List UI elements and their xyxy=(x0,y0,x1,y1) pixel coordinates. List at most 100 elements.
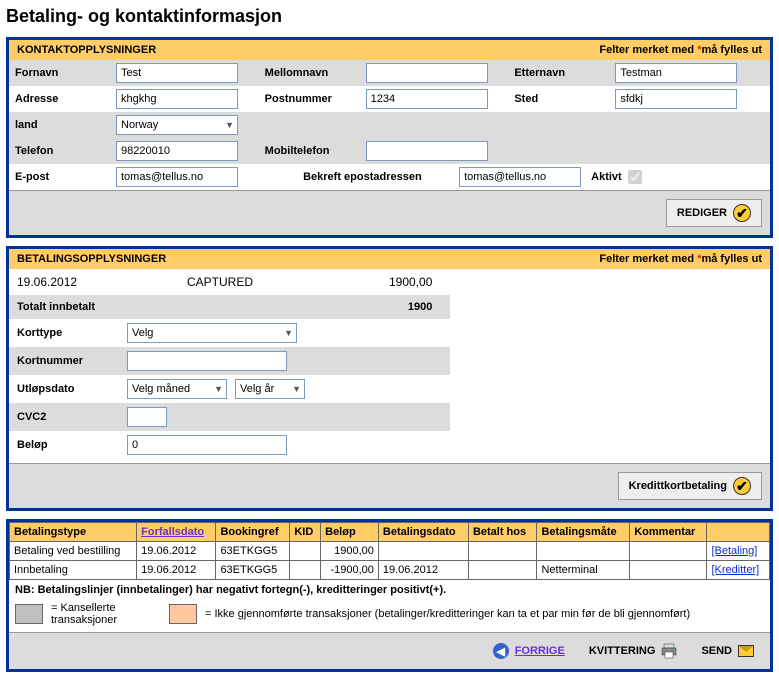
maned-select[interactable] xyxy=(127,379,227,399)
total-label: Totalt innbetalt xyxy=(17,301,342,313)
legend-orange-text: = Ikke gjennomførte transaksjoner (betal… xyxy=(205,608,764,620)
rediger-button-label: REDIGER xyxy=(677,207,727,219)
send-label: SEND xyxy=(701,645,732,657)
kredittkortbetaling-label: Kredittkortbetaling xyxy=(629,480,727,492)
mobiltelefon-input[interactable] xyxy=(366,141,488,161)
label-aktivt: Aktivt xyxy=(591,171,622,183)
row-kortnummer: Kortnummer xyxy=(9,347,450,375)
label-bekreft-epost: Bekreft epostadressen xyxy=(303,171,453,183)
payment-header-title: BETALINGSOPPLYSNINGER xyxy=(17,253,166,265)
total-value: 1900 xyxy=(342,301,442,313)
row-name: Fornavn Mellomnavn Etternavn xyxy=(9,60,770,86)
cell-betalt_hos xyxy=(468,561,537,580)
cell-betalingsmate: Netterminal xyxy=(537,561,630,580)
cell-kommentar xyxy=(630,542,707,561)
telefon-input[interactable] xyxy=(116,141,238,161)
label-telefon: Telefon xyxy=(15,145,110,157)
capture-row: 19.06.2012 CAPTURED 1900,00 xyxy=(9,269,450,295)
capture-date: 19.06.2012 xyxy=(17,275,187,289)
epost-input[interactable] xyxy=(116,167,238,187)
label-mellomnavn: Mellomnavn xyxy=(265,67,360,79)
etternavn-input[interactable] xyxy=(615,63,737,83)
cell-betalt_hos xyxy=(468,542,537,561)
label-korttype: Korttype xyxy=(17,327,127,339)
cvc2-input[interactable] xyxy=(127,407,167,427)
postnummer-input[interactable] xyxy=(366,89,488,109)
sted-input[interactable] xyxy=(615,89,737,109)
cell-kid xyxy=(290,561,321,580)
korttype-select[interactable] xyxy=(127,323,297,343)
fornavn-input[interactable] xyxy=(116,63,238,83)
check-icon: ✔ xyxy=(733,477,751,495)
total-row: Totalt innbetalt 1900 xyxy=(9,295,450,319)
cell-kid xyxy=(290,542,321,561)
cell-belop: -1900,00 xyxy=(321,561,379,580)
row-utlopsdato: Utløpsdato ▼ ▼ xyxy=(9,375,450,403)
kortnummer-input[interactable] xyxy=(127,351,287,371)
action-link[interactable]: [Kreditter] xyxy=(711,564,759,576)
contact-panel-header: KONTAKTOPPLYSNINGER Felter merket med *m… xyxy=(9,40,770,60)
contact-header-title: KONTAKTOPPLYSNINGER xyxy=(17,44,156,56)
th-betalt-hos: Betalt hos xyxy=(468,523,537,542)
payment-panel: BETALINGSOPPLYSNINGER Felter merket med … xyxy=(6,246,773,511)
swatch-gray-icon xyxy=(15,604,43,624)
capture-status: CAPTURED xyxy=(187,275,342,289)
label-etternavn: Etternavn xyxy=(514,67,609,79)
label-mobiltelefon: Mobiltelefon xyxy=(265,145,360,157)
label-land: land xyxy=(15,119,110,131)
th-betalingstype: Betalingstype xyxy=(10,523,137,542)
footer-bar: ◀ FORRIGE KVITTERING SEND xyxy=(9,632,770,669)
th-belop: Beløp xyxy=(321,523,379,542)
send-button[interactable]: SEND xyxy=(693,641,762,661)
mellomnavn-input[interactable] xyxy=(366,63,488,83)
contact-required-note: Felter merket med *må fylles ut xyxy=(599,44,762,56)
table-row: Betaling ved bestilling19.06.201263ETKGG… xyxy=(10,542,770,561)
cell-action: [Betaling] xyxy=(707,542,770,561)
label-fornavn: Fornavn xyxy=(15,67,110,79)
note-bold: NB: Betalingslinjer (innbetalinger) har … xyxy=(15,584,446,596)
cell-betalingsdato xyxy=(378,542,468,561)
adresse-input[interactable] xyxy=(116,89,238,109)
check-icon: ✔ xyxy=(733,204,751,222)
th-forfallsdato[interactable]: Forfallsdato xyxy=(137,523,216,542)
label-postnummer: Postnummer xyxy=(265,93,360,105)
th-action xyxy=(707,523,770,542)
action-link[interactable]: [Betaling] xyxy=(711,545,757,557)
th-betalingsdato: Betalingsdato xyxy=(378,523,468,542)
cell-betalingstype: Betaling ved bestilling xyxy=(10,542,137,561)
cell-betalingsdato: 19.06.2012 xyxy=(378,561,468,580)
cell-belop: 1900,00 xyxy=(321,542,379,561)
bekreft-epost-input[interactable] xyxy=(459,167,581,187)
th-kommentar: Kommentar xyxy=(630,523,707,542)
payments-table-panel: Betalingstype Forfallsdato Bookingref KI… xyxy=(6,519,773,672)
aktivt-checkbox[interactable] xyxy=(628,170,642,184)
legend-gray-text: = Kansellerte transaksjoner xyxy=(51,602,161,626)
legend-row: = Kansellerte transaksjoner = Ikke gjenn… xyxy=(9,600,770,632)
cell-bookingref: 63ETKGG5 xyxy=(216,542,290,561)
row-address: Adresse Postnummer Sted xyxy=(9,86,770,112)
payment-required-note: Felter merket med *må fylles ut xyxy=(599,253,762,265)
th-betalingsmate: Betalingsmåte xyxy=(537,523,630,542)
cell-action: [Kreditter] xyxy=(707,561,770,580)
belop-input[interactable] xyxy=(127,435,287,455)
row-phone: Telefon Mobiltelefon xyxy=(9,138,770,164)
row-belop: Beløp xyxy=(9,431,450,463)
kredittkortbetaling-button[interactable]: Kredittkortbetaling ✔ xyxy=(618,472,762,500)
label-sted: Sted xyxy=(514,93,609,105)
th-bookingref: Bookingref xyxy=(216,523,290,542)
land-select[interactable] xyxy=(116,115,238,135)
table-row: Innbetaling19.06.201263ETKGG5-1900,0019.… xyxy=(10,561,770,580)
row-email: E-post Bekreft epostadressen Aktivt xyxy=(9,164,770,190)
rediger-button[interactable]: REDIGER ✔ xyxy=(666,199,762,227)
row-korttype: Korttype ▼ xyxy=(9,319,450,347)
ar-select[interactable] xyxy=(235,379,305,399)
label-cvc2: CVC2 xyxy=(17,411,127,423)
kvittering-button[interactable]: KVITTERING xyxy=(581,639,686,663)
label-adresse: Adresse xyxy=(15,93,110,105)
forrige-button[interactable]: ◀ FORRIGE xyxy=(485,639,573,663)
payment-button-bar: Kredittkortbetaling ✔ xyxy=(9,463,770,508)
payment-panel-header: BETALINGSOPPLYSNINGER Felter merket med … xyxy=(9,249,770,269)
cell-forfallsdato: 19.06.2012 xyxy=(137,542,216,561)
note-row: NB: Betalingslinjer (innbetalinger) har … xyxy=(9,580,770,600)
contact-panel: KONTAKTOPPLYSNINGER Felter merket med *m… xyxy=(6,37,773,238)
